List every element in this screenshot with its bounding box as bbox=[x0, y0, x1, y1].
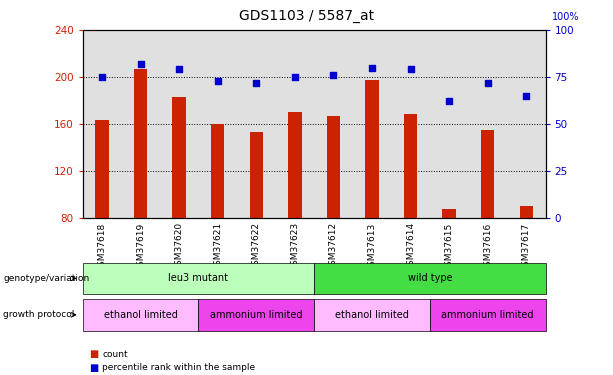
Text: ammonium limited: ammonium limited bbox=[441, 310, 534, 320]
Point bbox=[251, 80, 261, 86]
Bar bbox=[365, 80, 379, 218]
Text: ethanol limited: ethanol limited bbox=[104, 310, 178, 320]
Text: 100%: 100% bbox=[552, 12, 579, 22]
Text: leu3 mutant: leu3 mutant bbox=[169, 273, 229, 284]
Point bbox=[213, 78, 223, 84]
Bar bbox=[404, 114, 417, 218]
Text: growth protocol: growth protocol bbox=[3, 310, 74, 320]
Bar bbox=[443, 209, 456, 218]
Text: percentile rank within the sample: percentile rank within the sample bbox=[102, 363, 256, 372]
Text: ethanol limited: ethanol limited bbox=[335, 310, 409, 320]
Point bbox=[522, 93, 531, 99]
Point bbox=[367, 64, 377, 70]
Text: wild type: wild type bbox=[408, 273, 452, 284]
Bar bbox=[172, 97, 186, 218]
Text: GDS1103 / 5587_at: GDS1103 / 5587_at bbox=[239, 9, 374, 23]
Point bbox=[444, 98, 454, 104]
Point bbox=[329, 72, 338, 78]
Bar bbox=[134, 69, 147, 218]
Text: ■: ■ bbox=[89, 350, 98, 359]
Point bbox=[483, 80, 493, 86]
Point bbox=[290, 74, 300, 80]
Point bbox=[135, 61, 145, 67]
Bar bbox=[95, 120, 109, 218]
Text: count: count bbox=[102, 350, 128, 359]
Text: ■: ■ bbox=[89, 363, 98, 372]
Point bbox=[406, 66, 416, 72]
Bar bbox=[520, 206, 533, 218]
Bar bbox=[249, 132, 263, 218]
Bar bbox=[211, 124, 224, 218]
Text: genotype/variation: genotype/variation bbox=[3, 274, 89, 283]
Point bbox=[97, 74, 107, 80]
Bar bbox=[327, 116, 340, 218]
Bar bbox=[288, 112, 302, 218]
Text: ammonium limited: ammonium limited bbox=[210, 310, 303, 320]
Point bbox=[174, 66, 184, 72]
Bar bbox=[481, 130, 495, 218]
